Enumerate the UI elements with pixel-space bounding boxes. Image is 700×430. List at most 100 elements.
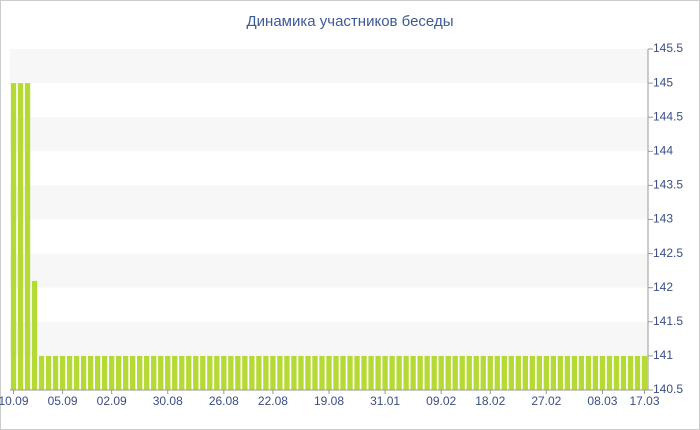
- x-tick-label: 18.02: [475, 394, 505, 408]
- bar: [536, 355, 542, 390]
- bar: [410, 355, 416, 390]
- bar: [333, 355, 339, 390]
- x-tick-label: 17.03: [629, 394, 659, 408]
- bar: [487, 355, 493, 390]
- bar: [179, 355, 185, 390]
- bar: [466, 355, 472, 390]
- bar: [249, 355, 255, 390]
- x-tick-label: 19.08: [314, 394, 344, 408]
- bar: [165, 355, 171, 390]
- bar: [613, 355, 620, 390]
- bar: [101, 355, 108, 390]
- bar: [45, 355, 52, 390]
- bar: [24, 83, 31, 390]
- bar: [326, 355, 332, 390]
- y-tick-label: 144.5: [653, 109, 683, 123]
- bar: [172, 355, 178, 390]
- bar: [221, 355, 227, 390]
- grid-band: [10, 219, 648, 254]
- bar: [116, 355, 122, 390]
- bar: [403, 355, 409, 390]
- bar: [382, 355, 388, 390]
- x-tick-label: 08.03: [587, 394, 617, 408]
- bar: [130, 355, 136, 390]
- bar: [59, 355, 66, 390]
- bar: [256, 355, 262, 390]
- bar: [480, 355, 486, 390]
- bar: [508, 355, 514, 390]
- bar: [94, 355, 101, 390]
- grid-band: [10, 151, 648, 186]
- bar: [277, 355, 283, 390]
- bar: [375, 355, 381, 390]
- bar: [522, 355, 528, 390]
- x-tick-label: 26.08: [209, 394, 239, 408]
- bar: [571, 355, 578, 390]
- bar: [228, 355, 234, 390]
- bar: [66, 355, 73, 390]
- bar: [396, 355, 402, 390]
- bar: [10, 83, 17, 390]
- bar: [564, 355, 571, 390]
- bar: [550, 355, 557, 390]
- y-tick-label: 141: [653, 348, 673, 362]
- bar: [494, 355, 500, 390]
- x-tick-label: 02.09: [97, 394, 127, 408]
- bar: [298, 355, 304, 390]
- bar: [207, 355, 213, 390]
- bar: [515, 355, 521, 390]
- bar: [529, 355, 535, 390]
- y-tick-label: 140.5: [653, 382, 683, 396]
- x-tick-label: 05.09: [48, 394, 78, 408]
- grid-band: [10, 253, 648, 288]
- grid-band: [10, 49, 648, 84]
- y-tick-label: 145.5: [653, 41, 683, 55]
- bar: [144, 355, 150, 390]
- bar: [585, 355, 592, 390]
- bar: [501, 355, 507, 390]
- bar: [431, 355, 437, 390]
- bar: [214, 355, 220, 390]
- bar: [620, 355, 627, 390]
- grid-band: [10, 83, 648, 118]
- bar: [312, 355, 318, 390]
- bar: [193, 355, 199, 390]
- x-tick-label: 10.09: [0, 394, 29, 408]
- bar: [578, 355, 585, 390]
- y-tick-label: 145: [653, 75, 673, 89]
- bar: [354, 355, 360, 390]
- bar: [31, 280, 38, 390]
- bar: [151, 355, 157, 390]
- bar: [452, 355, 458, 390]
- grid-band: [10, 185, 648, 220]
- bar: [424, 355, 430, 390]
- bar: [52, 355, 59, 390]
- bar: [263, 355, 269, 390]
- bar: [123, 355, 129, 390]
- bar: [347, 355, 353, 390]
- bar: [473, 355, 479, 390]
- bar: [158, 355, 164, 390]
- grid-band: [10, 321, 648, 356]
- bar: [291, 355, 297, 390]
- bar: [389, 355, 395, 390]
- bar: [459, 355, 465, 390]
- grid-band: [10, 287, 648, 322]
- y-tick-label: 142.5: [653, 246, 683, 260]
- bar: [634, 355, 641, 390]
- y-tick-label: 144: [653, 143, 673, 157]
- bar: [305, 355, 311, 390]
- y-tick-label: 143.5: [653, 178, 683, 192]
- grid-band: [10, 117, 648, 152]
- bar: [270, 355, 276, 390]
- bar: [186, 355, 192, 390]
- bar: [108, 355, 115, 390]
- bar: [340, 355, 346, 390]
- bar: [38, 355, 45, 390]
- bar: [368, 355, 374, 390]
- bar: [80, 355, 87, 390]
- bar: [627, 355, 634, 390]
- bar: [557, 355, 564, 390]
- x-tick-label: 30.08: [153, 394, 183, 408]
